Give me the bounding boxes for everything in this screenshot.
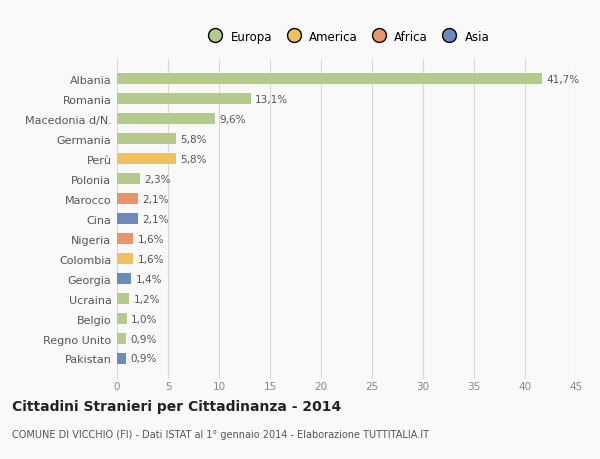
Text: 1,2%: 1,2%: [133, 294, 160, 304]
Bar: [117, 114, 215, 125]
Text: 13,1%: 13,1%: [255, 95, 288, 105]
Bar: [117, 134, 176, 145]
Text: 9,6%: 9,6%: [219, 115, 245, 124]
Bar: [117, 214, 139, 224]
Bar: [117, 74, 542, 85]
Bar: [117, 293, 129, 304]
Text: 2,3%: 2,3%: [145, 174, 171, 185]
Text: Cittadini Stranieri per Cittadinanza - 2014: Cittadini Stranieri per Cittadinanza - 2…: [12, 399, 341, 413]
Bar: [117, 234, 133, 245]
Bar: [117, 194, 139, 205]
Text: 5,8%: 5,8%: [180, 134, 207, 145]
Text: 0,9%: 0,9%: [130, 334, 157, 344]
Text: 5,8%: 5,8%: [180, 154, 207, 164]
Bar: [117, 154, 176, 165]
Text: 41,7%: 41,7%: [547, 75, 580, 84]
Bar: [117, 313, 127, 325]
Text: 1,6%: 1,6%: [137, 254, 164, 264]
Text: COMUNE DI VICCHIO (FI) - Dati ISTAT al 1° gennaio 2014 - Elaborazione TUTTITALIA: COMUNE DI VICCHIO (FI) - Dati ISTAT al 1…: [12, 429, 429, 439]
Text: 0,9%: 0,9%: [130, 354, 157, 364]
Bar: [117, 274, 131, 285]
Text: 2,1%: 2,1%: [143, 214, 169, 224]
Text: 1,6%: 1,6%: [137, 234, 164, 244]
Bar: [117, 253, 133, 264]
Bar: [117, 174, 140, 185]
Bar: [117, 353, 126, 364]
Text: 2,1%: 2,1%: [143, 194, 169, 204]
Legend: Europa, America, Africa, Asia: Europa, America, Africa, Asia: [203, 30, 490, 44]
Text: 1,0%: 1,0%: [131, 314, 158, 324]
Bar: [117, 333, 126, 344]
Text: 1,4%: 1,4%: [136, 274, 162, 284]
Bar: [117, 94, 251, 105]
